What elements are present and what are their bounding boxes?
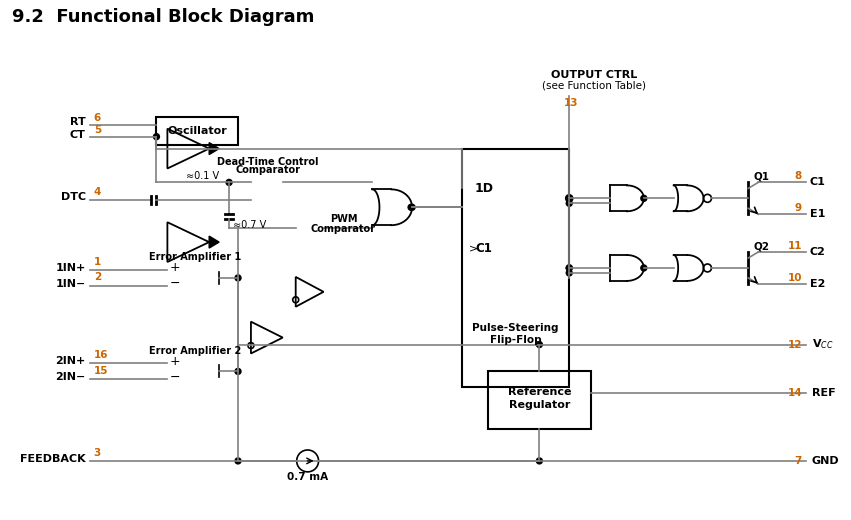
Text: 9: 9	[795, 203, 802, 213]
Text: 11: 11	[787, 241, 802, 251]
Text: (see Function Table): (see Function Table)	[542, 81, 646, 91]
Text: Comparator: Comparator	[236, 165, 300, 175]
Text: Q2: Q2	[753, 241, 769, 251]
Text: 13: 13	[564, 98, 579, 108]
Text: 8: 8	[795, 172, 802, 181]
Text: Regulator: Regulator	[509, 400, 570, 410]
Circle shape	[641, 196, 647, 201]
Text: >: >	[469, 243, 478, 253]
Circle shape	[408, 204, 414, 210]
Text: E2: E2	[810, 279, 825, 289]
Text: 2IN+: 2IN+	[55, 356, 86, 367]
Text: 2IN−: 2IN−	[55, 372, 86, 382]
Text: Pulse-Steering: Pulse-Steering	[472, 322, 559, 333]
Text: RT: RT	[70, 117, 86, 127]
Text: Q1: Q1	[753, 172, 769, 181]
Text: Flip-Flop: Flip-Flop	[489, 334, 541, 345]
Circle shape	[566, 196, 572, 201]
Text: 5: 5	[94, 125, 101, 135]
Bar	[488, 371, 591, 429]
Text: Error Amplifier 1: Error Amplifier 1	[149, 252, 242, 262]
Circle shape	[409, 204, 415, 210]
Circle shape	[566, 265, 572, 271]
Circle shape	[566, 270, 572, 276]
Circle shape	[566, 200, 572, 206]
Text: 10: 10	[787, 273, 802, 283]
Text: Oscillator: Oscillator	[168, 126, 227, 136]
Text: 6: 6	[94, 113, 101, 123]
Circle shape	[235, 275, 241, 281]
Circle shape	[235, 368, 241, 374]
Circle shape	[536, 342, 542, 347]
Circle shape	[566, 265, 572, 271]
Text: ≈0.1 V: ≈0.1 V	[186, 172, 219, 181]
Text: Dead-Time Control: Dead-Time Control	[217, 157, 318, 166]
Text: Comparator: Comparator	[311, 224, 376, 234]
Text: DTC: DTC	[60, 192, 86, 202]
Text: 1D: 1D	[474, 182, 494, 195]
Text: 1IN−: 1IN−	[55, 279, 86, 289]
Text: 16: 16	[94, 350, 108, 360]
Circle shape	[536, 458, 542, 464]
Text: Reference: Reference	[508, 387, 571, 397]
Bar	[157, 117, 238, 145]
Text: 1: 1	[94, 257, 101, 267]
Text: 15: 15	[94, 367, 108, 376]
Circle shape	[641, 265, 647, 271]
Text: +: +	[170, 262, 180, 275]
Text: 4: 4	[94, 187, 101, 198]
Text: V$_{CC}$: V$_{CC}$	[812, 337, 833, 352]
Circle shape	[566, 196, 572, 201]
Text: 12: 12	[787, 340, 802, 349]
Text: FEEDBACK: FEEDBACK	[20, 454, 86, 464]
Text: −: −	[170, 277, 180, 290]
Circle shape	[153, 134, 159, 140]
Text: C2: C2	[810, 247, 825, 257]
Text: PWM: PWM	[329, 214, 357, 224]
Text: OUTPUT CTRL: OUTPUT CTRL	[551, 70, 637, 80]
Text: 1IN+: 1IN+	[55, 263, 86, 273]
Text: Error Amplifier 2: Error Amplifier 2	[149, 345, 242, 356]
Text: 2: 2	[94, 272, 101, 282]
Text: +: +	[170, 355, 180, 368]
Circle shape	[235, 458, 241, 464]
Text: 3: 3	[94, 448, 101, 458]
Text: E1: E1	[810, 209, 825, 219]
Circle shape	[226, 179, 232, 186]
Text: 9.2  Functional Block Diagram: 9.2 Functional Block Diagram	[12, 8, 315, 27]
Text: ≈0.7 V: ≈0.7 V	[232, 220, 266, 230]
Text: −: −	[170, 371, 180, 384]
Text: 7: 7	[795, 456, 802, 466]
Bar	[462, 149, 569, 387]
Text: CT: CT	[70, 129, 86, 140]
Text: 0.7 mA: 0.7 mA	[287, 472, 328, 482]
Text: 14: 14	[787, 388, 802, 398]
Text: C1: C1	[810, 177, 825, 187]
Polygon shape	[209, 142, 219, 154]
Text: REF: REF	[812, 388, 836, 398]
Polygon shape	[209, 236, 219, 248]
Text: GND: GND	[812, 456, 840, 466]
Text: C1: C1	[475, 242, 492, 255]
